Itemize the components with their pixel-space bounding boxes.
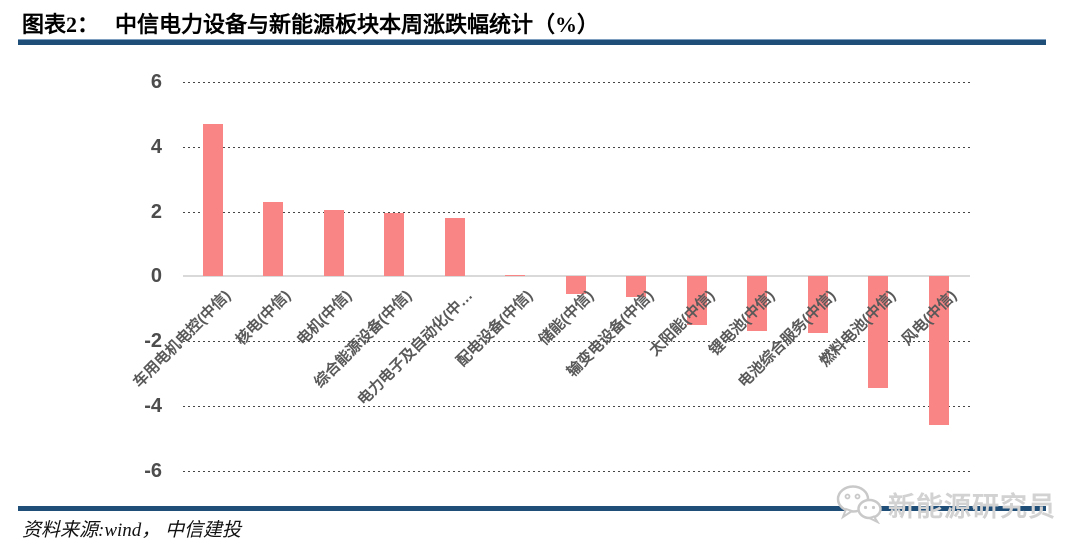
y-tick-label: -4 <box>144 395 162 417</box>
gridline <box>183 146 970 148</box>
bar <box>384 213 404 277</box>
bar <box>565 276 586 295</box>
source-note: 资料来源:wind， 中信建投 <box>22 520 242 541</box>
y-tick-label: -2 <box>144 330 162 353</box>
bar <box>444 218 465 277</box>
figure-label: 图表2： <box>22 12 100 37</box>
watermark-text: 新能源研究员 <box>888 491 1056 522</box>
footer-rule <box>18 506 1046 511</box>
x-tick-label: 核电(中信) <box>232 287 295 350</box>
y-tick-label: 4 <box>150 135 162 158</box>
bar <box>505 274 525 277</box>
figure-title-text: 中信电力设备与新能源板块本周涨跌幅统计（%） <box>115 12 600 37</box>
bar <box>868 276 888 389</box>
bar <box>323 209 344 277</box>
gridline <box>183 211 970 213</box>
y-tick-label: -6 <box>144 459 162 482</box>
gridline <box>183 82 970 83</box>
y-tick-label: 0 <box>150 265 162 288</box>
bar <box>263 201 283 277</box>
bar <box>747 276 767 332</box>
y-tick-label: 6 <box>150 71 162 93</box>
bar <box>202 124 223 277</box>
gridline <box>183 470 970 472</box>
gridline <box>183 341 970 343</box>
figure-title: 图表2： 中信电力设备与新能源板块本周涨跌幅统计（%） <box>22 7 599 39</box>
wechat-icon <box>836 485 882 524</box>
gridline <box>183 406 970 407</box>
bar <box>807 276 828 334</box>
watermark: 新能源研究员 <box>836 484 1056 524</box>
title-rule <box>18 39 1046 45</box>
bar <box>928 276 949 426</box>
y-tick-label: 2 <box>150 200 162 223</box>
bar <box>686 276 707 325</box>
bar <box>626 276 646 298</box>
